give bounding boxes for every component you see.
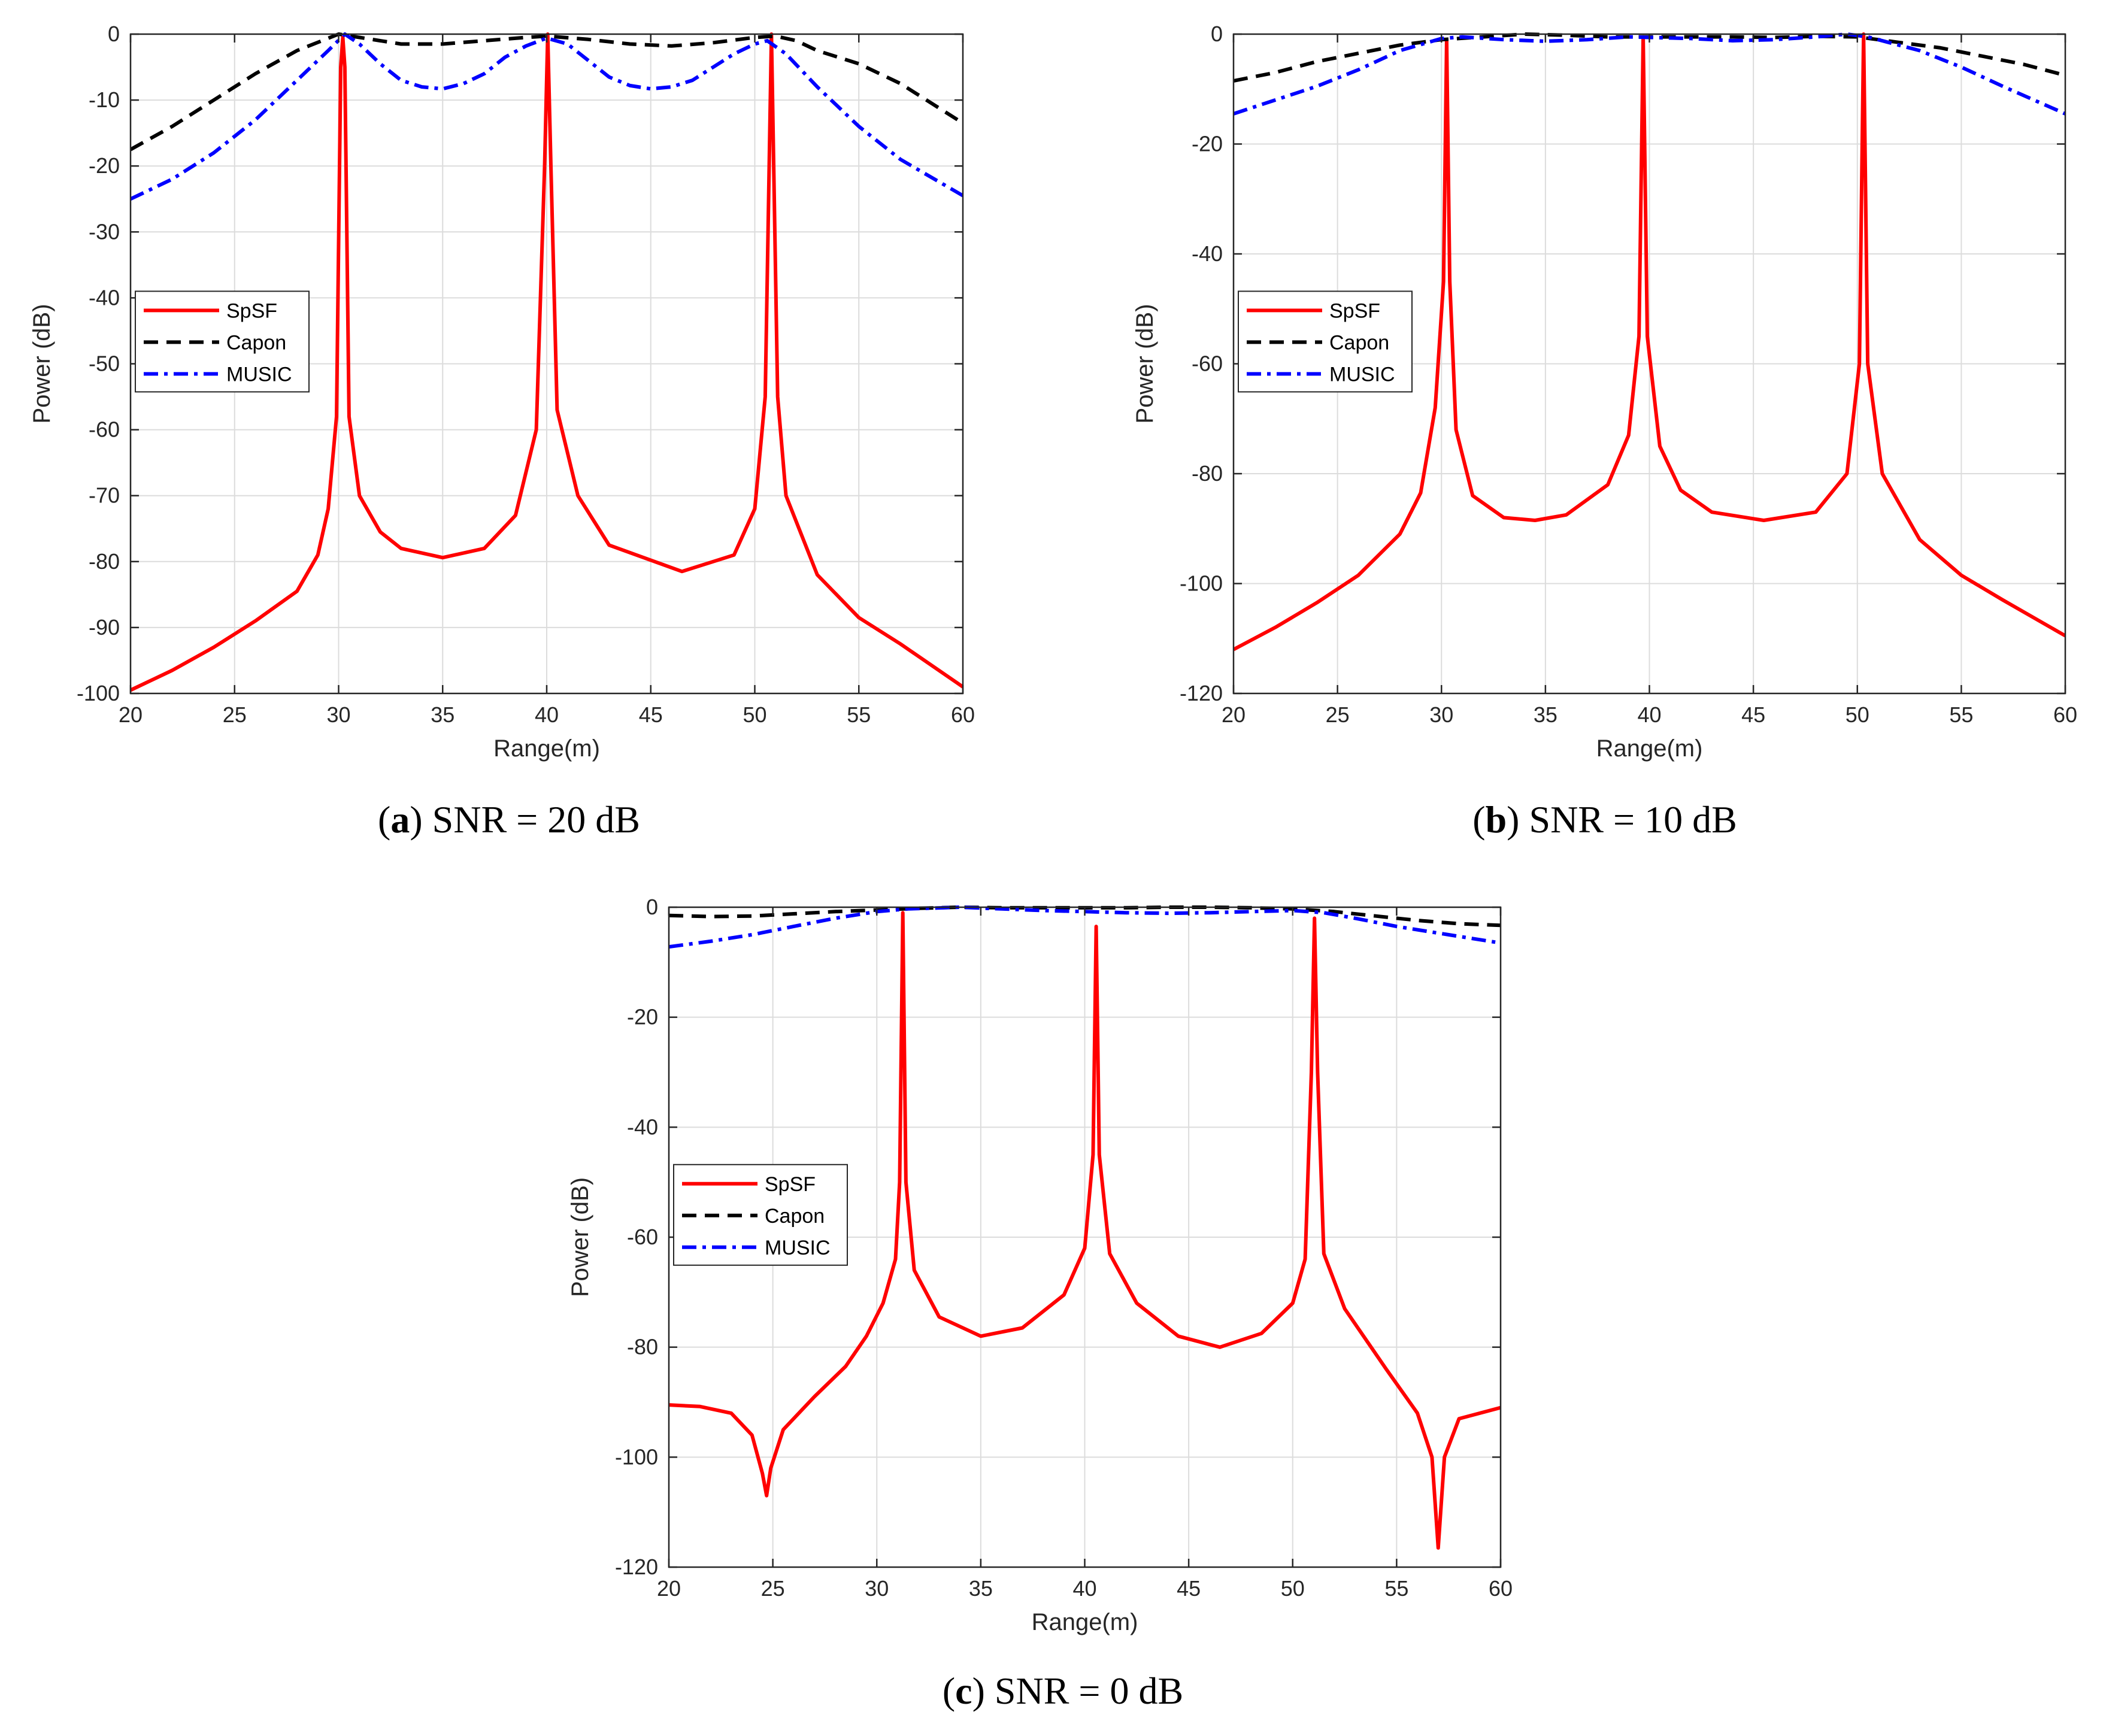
- x-tick-label: 50: [1281, 1576, 1305, 1601]
- legend-label-spsf: SpSF: [226, 299, 277, 322]
- legend: SpSF Capon MUSIC: [135, 290, 310, 393]
- caption-c-text: SNR = 0 dB: [995, 1670, 1183, 1712]
- y-tick-label: 0: [1211, 22, 1223, 46]
- x-tick-label: 60: [1489, 1576, 1513, 1601]
- caption-c-letter: c: [955, 1670, 972, 1712]
- y-tick-label: -80: [627, 1335, 658, 1359]
- x-tick-label: 40: [1072, 1576, 1096, 1601]
- y-tick-label: -40: [1192, 241, 1223, 266]
- x-tick-label: 55: [1949, 702, 1973, 727]
- caption-b-letter: b: [1486, 798, 1507, 841]
- caption-a-text: SNR = 20 dB: [432, 798, 640, 841]
- y-tick-label: 0: [646, 895, 658, 919]
- x-tick-label: 35: [1534, 702, 1557, 727]
- y-tick-label: -10: [89, 87, 120, 112]
- series-group: [131, 32, 963, 692]
- y-tick-label: -100: [1180, 571, 1223, 596]
- y-tick-label: -60: [89, 417, 120, 442]
- chart-panel-b: 20 25 30 35 40 45 50 55 60 0 -20 -40 -60 -80 -100 -120 R…: [1132, 22, 2077, 762]
- x-tick-label: 25: [1326, 702, 1350, 727]
- legend-label-capon: Capon: [1329, 331, 1389, 354]
- x-tick-label: 60: [951, 702, 975, 727]
- y-tick-label: -80: [89, 549, 120, 574]
- y-tick-label: 0: [108, 22, 120, 46]
- x-tick-label: 35: [969, 1576, 993, 1601]
- caption-b: (b) SNR = 10 dB: [1472, 798, 1737, 841]
- y-tick-label: -30: [89, 219, 120, 244]
- legend-label-capon: Capon: [226, 331, 286, 354]
- x-tick-label: 60: [2053, 702, 2077, 727]
- x-tick-label: 30: [865, 1576, 889, 1601]
- legend-label-music: MUSIC: [1329, 363, 1395, 386]
- x-tick-label: 25: [223, 702, 247, 727]
- y-tick-label: -100: [615, 1444, 658, 1469]
- x-axis-label: Range(m): [493, 735, 600, 762]
- y-axis-label: Power (dB): [567, 1177, 593, 1297]
- legend-label-music: MUSIC: [765, 1237, 831, 1259]
- chart-panel-c: 20 25 30 35 40 45 50 55 60 0 -20 -40 -60 -80 -100 -120 R…: [567, 895, 1513, 1635]
- legend: SpSF Capon MUSIC: [673, 1164, 848, 1266]
- legend-label-spsf: SpSF: [765, 1173, 816, 1196]
- x-tick-label: 45: [1741, 702, 1765, 727]
- x-tick-label: 55: [847, 702, 871, 727]
- caption-b-text: SNR = 10 dB: [1529, 798, 1737, 841]
- x-tick-label: 45: [1177, 1576, 1201, 1601]
- x-tick-label: 40: [1637, 702, 1661, 727]
- legend-label-spsf: SpSF: [1329, 299, 1380, 322]
- y-axis-label: Power (dB): [1132, 304, 1158, 423]
- caption-a: (a) SNR = 20 dB: [378, 798, 640, 841]
- series-line-capon: [131, 32, 963, 152]
- x-tick-label: 35: [431, 702, 454, 727]
- x-tick-label: 20: [1222, 702, 1246, 727]
- legend: SpSF Capon MUSIC: [1238, 290, 1413, 393]
- series-line-spsf: [669, 911, 1501, 1550]
- x-tick-label: 30: [1429, 702, 1453, 727]
- y-tick-label: -70: [89, 483, 120, 508]
- x-axis-label: Range(m): [1032, 1609, 1138, 1635]
- x-tick-label: 30: [326, 702, 350, 727]
- series-line-spsf: [131, 32, 963, 692]
- x-tick-label: 45: [639, 702, 663, 727]
- y-tick-label: -60: [1192, 352, 1223, 376]
- series-line-music: [669, 905, 1501, 949]
- x-tick-label: 50: [743, 702, 766, 727]
- legend-label-music: MUSIC: [226, 363, 292, 386]
- x-tick-label: 20: [119, 702, 143, 727]
- y-tick-label: -90: [89, 615, 120, 640]
- y-tick-label: -120: [615, 1555, 658, 1579]
- x-tick-label: 20: [657, 1576, 681, 1601]
- caption-a-letter: a: [390, 798, 410, 841]
- legend-label-capon: Capon: [765, 1205, 825, 1228]
- chart-panel-a: 20 25 30 35 40 45 50 55 60 0 -10 -20 -30 -40 -50 -60 -70…: [29, 22, 975, 762]
- y-tick-label: -80: [1192, 461, 1223, 486]
- y-tick-label: -20: [1192, 132, 1223, 156]
- x-tick-label: 25: [761, 1576, 785, 1601]
- y-tick-label: -50: [89, 352, 120, 376]
- x-tick-label: 55: [1384, 1576, 1408, 1601]
- y-tick-label: -120: [1180, 681, 1223, 705]
- y-tick-label: -20: [627, 1005, 658, 1029]
- x-axis-label: Range(m): [1596, 735, 1703, 762]
- y-tick-label: -60: [627, 1225, 658, 1249]
- y-tick-label: -40: [89, 285, 120, 310]
- caption-c: (c) SNR = 0 dB: [943, 1670, 1183, 1712]
- series-line-spsf: [1234, 32, 2065, 652]
- x-tick-label: 50: [1846, 702, 1869, 727]
- x-tick-label: 40: [535, 702, 559, 727]
- y-tick-label: -20: [89, 153, 120, 178]
- y-tick-label: -40: [627, 1114, 658, 1139]
- y-axis-label: Power (dB): [29, 304, 55, 423]
- y-tick-label: -100: [77, 681, 120, 705]
